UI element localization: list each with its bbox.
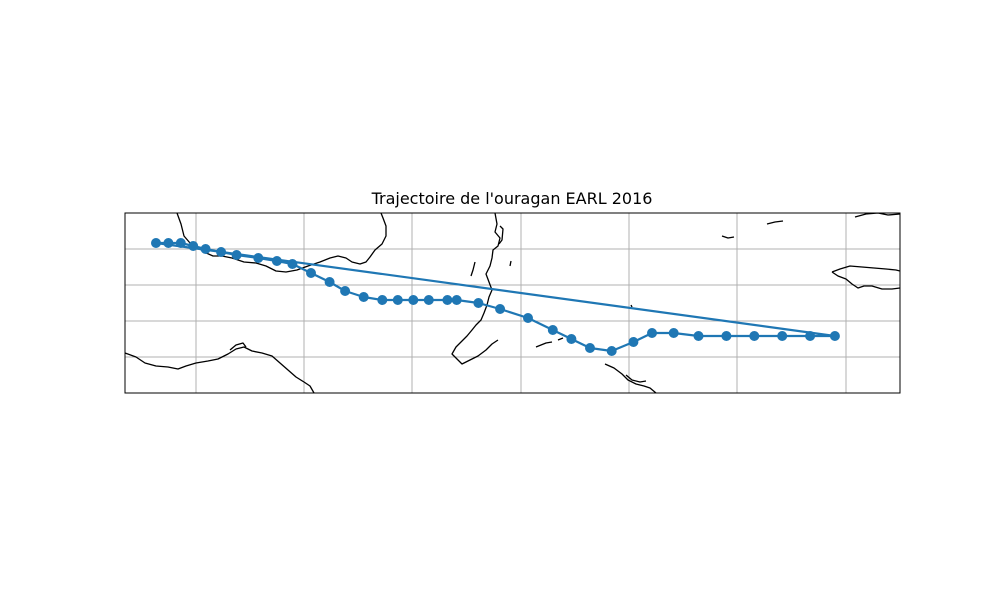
track-point: [451, 295, 462, 305]
track-point: [377, 295, 388, 305]
coastline-islet: [535, 341, 553, 348]
track-point: [777, 331, 788, 341]
track-point: [175, 238, 186, 248]
track-point: [829, 331, 840, 341]
track-point: [442, 295, 453, 305]
coastline-islet: [557, 337, 564, 341]
track-point: [271, 256, 282, 266]
track-point: [749, 331, 760, 341]
track-point: [628, 337, 639, 347]
coastline-south-east: [604, 363, 657, 393]
track-point: [606, 346, 617, 356]
coastline-islet: [229, 342, 247, 351]
coastline-south-west: [125, 346, 315, 393]
track-point: [340, 286, 351, 296]
track-point: [566, 334, 577, 344]
coastline-island-east: [831, 265, 900, 290]
coastline-islet: [854, 213, 900, 218]
track-point: [324, 277, 335, 287]
track-point: [216, 247, 227, 257]
track-point: [358, 292, 369, 302]
coastline-island-main: [451, 213, 501, 365]
track-point: [721, 331, 732, 341]
track-point: [693, 331, 704, 341]
track-point: [392, 295, 403, 305]
map-frame: [124, 212, 901, 394]
track-point: [306, 268, 316, 278]
track-point: [423, 295, 434, 305]
track-point: [495, 304, 506, 314]
track-point: [287, 259, 298, 269]
track-point: [523, 313, 533, 323]
track-point: [163, 238, 174, 248]
track-point: [547, 325, 558, 335]
track-point: [805, 331, 816, 341]
track-point: [647, 328, 657, 338]
coastline-islet: [721, 235, 735, 239]
track-point: [585, 343, 595, 353]
track-point: [473, 298, 484, 308]
track-point: [668, 328, 679, 338]
track-point: [151, 238, 161, 248]
track-point: [253, 253, 264, 263]
coastlines: [125, 213, 900, 393]
coastline-north: [176, 213, 387, 273]
coastline-islet: [509, 260, 512, 267]
graticule: [125, 213, 900, 393]
coastline-islet: [766, 220, 784, 225]
coastline-islet: [630, 304, 633, 308]
map-title: Trajectoire de l'ouragan EARL 2016: [371, 189, 653, 208]
hurricane-track: [151, 238, 840, 356]
coastline-islet: [625, 374, 647, 383]
track-point: [408, 295, 419, 305]
track-point: [200, 244, 211, 254]
track-point: [231, 250, 242, 260]
coastline-islet: [498, 225, 504, 245]
coastline-islet: [470, 261, 476, 277]
track-point: [188, 241, 199, 251]
